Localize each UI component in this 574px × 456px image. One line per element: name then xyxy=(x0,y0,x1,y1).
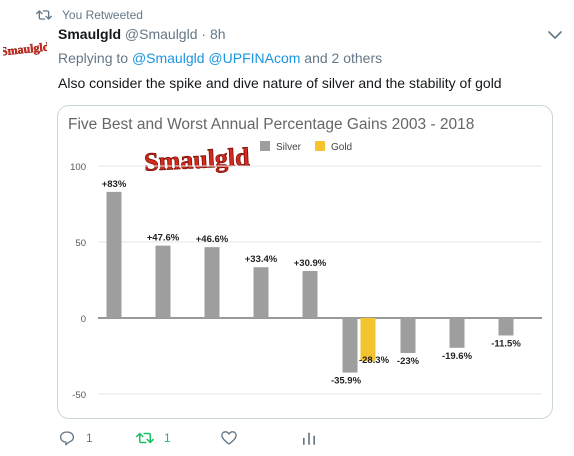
tweet-text: Also consider the spike and dive nature … xyxy=(58,75,502,91)
data-label: +47.6% xyxy=(147,233,180,244)
chevron-down-icon[interactable] xyxy=(548,30,562,40)
retweet-button[interactable]: 1 xyxy=(136,428,171,448)
analytics-icon xyxy=(303,432,315,445)
data-label: -11.5% xyxy=(491,338,521,349)
avatar[interactable]: Smaulgld xyxy=(3,36,47,60)
data-label: -28.3% xyxy=(359,355,390,366)
legend-swatch-silver xyxy=(260,141,270,151)
retweet-count: 1 xyxy=(164,431,171,445)
chart-legend: Silver Gold xyxy=(260,141,352,153)
tweet-timestamp[interactable]: 8h xyxy=(209,26,226,42)
y-tick-label: 0 xyxy=(81,314,86,325)
data-label: +33.4% xyxy=(245,254,278,265)
bar-silver xyxy=(106,191,122,318)
bar-silver xyxy=(302,271,318,318)
data-label: +30.9% xyxy=(294,258,327,269)
like-button[interactable] xyxy=(220,428,248,448)
mention-link[interactable]: @Smaulgld xyxy=(131,50,205,66)
bar-silver xyxy=(498,318,514,336)
like-icon xyxy=(221,431,237,445)
separator-dot: · xyxy=(201,26,207,42)
data-label: +46.6% xyxy=(196,234,229,245)
reply-count: 1 xyxy=(86,431,93,445)
reply-button[interactable]: 1 xyxy=(58,428,93,448)
bar-silver xyxy=(253,267,269,318)
data-label: -23% xyxy=(397,356,420,367)
mention-link[interactable]: @UPFINAcom xyxy=(208,50,301,66)
legend-label-gold: Gold xyxy=(331,142,352,153)
tweet-header: Smaulgld @Smaulgld · 8h xyxy=(58,25,226,43)
bar-silver xyxy=(155,245,171,318)
bar-silver xyxy=(449,318,465,348)
bar-silver xyxy=(342,318,358,373)
retweet-icon xyxy=(36,10,52,20)
chart: Five Best and Worst Annual Percentage Ga… xyxy=(68,116,542,401)
legend-label-silver: Silver xyxy=(276,142,302,153)
replying-to-others[interactable]: and 2 others xyxy=(304,50,383,66)
replying-to: Replying to @Smaulgld @UPFINAcom and 2 o… xyxy=(58,49,382,67)
chart-watermark-logo: Smaulgld xyxy=(143,142,250,177)
data-label: +83% xyxy=(102,179,127,190)
legend-swatch-gold xyxy=(315,141,325,151)
analytics-button[interactable] xyxy=(300,428,318,448)
chart-title: Five Best and Worst Annual Percentage Ga… xyxy=(68,116,474,133)
y-tick-label: -50 xyxy=(72,390,86,401)
replying-to-prefix: Replying to xyxy=(58,50,129,66)
bar-silver xyxy=(204,247,220,318)
tweet-actions: 1 1 xyxy=(58,428,358,448)
bar-gold xyxy=(360,318,376,362)
reply-icon xyxy=(59,431,75,446)
y-tick-label: 50 xyxy=(75,238,86,249)
retweet-context: You Retweeted xyxy=(36,6,143,24)
data-label: -35.9% xyxy=(331,376,362,387)
bar-silver xyxy=(400,318,416,353)
author-handle[interactable]: @Smaulgld xyxy=(124,26,198,42)
avatar-logo-text: Smaulgld xyxy=(3,39,47,58)
retweet-icon xyxy=(136,432,154,444)
tweet-media-chart[interactable]: Five Best and Worst Annual Percentage Ga… xyxy=(57,105,553,419)
data-label: -19.6% xyxy=(442,351,473,362)
author-name[interactable]: Smaulgld xyxy=(58,26,122,42)
y-tick-label: 100 xyxy=(70,162,86,173)
retweet-context-label: You Retweeted xyxy=(62,8,143,22)
